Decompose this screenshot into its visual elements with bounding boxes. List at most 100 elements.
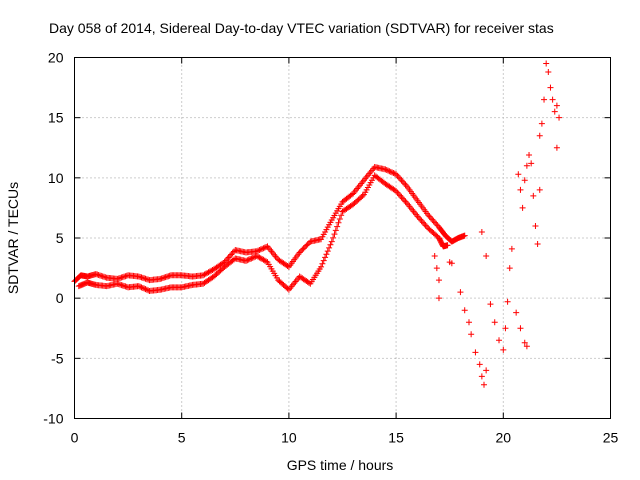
data-point bbox=[433, 221, 440, 228]
data-point bbox=[256, 247, 263, 254]
data-point bbox=[332, 227, 339, 234]
data-point bbox=[429, 216, 436, 223]
grid-lines bbox=[74, 57, 611, 419]
y-tick-label: 5 bbox=[56, 230, 64, 246]
data-point bbox=[483, 367, 490, 374]
data-point bbox=[263, 244, 270, 251]
data-point bbox=[300, 245, 307, 252]
data-point bbox=[260, 245, 267, 252]
data-point bbox=[521, 177, 528, 184]
data-point bbox=[230, 248, 237, 255]
data-point bbox=[483, 253, 490, 260]
data-point bbox=[296, 249, 303, 256]
data-point bbox=[461, 232, 468, 239]
data-point bbox=[532, 222, 539, 229]
axis-ticks bbox=[74, 57, 611, 419]
data-point bbox=[297, 248, 304, 255]
data-point bbox=[444, 242, 451, 249]
data-point bbox=[137, 283, 144, 290]
data-point bbox=[225, 254, 232, 261]
data-point bbox=[249, 254, 256, 261]
data-point bbox=[138, 284, 145, 291]
data-point bbox=[247, 256, 254, 263]
chart-title: Day 058 of 2014, Sidereal Day-to-day VTE… bbox=[49, 20, 554, 36]
data-point bbox=[248, 255, 255, 262]
data-point bbox=[401, 180, 408, 187]
data-point bbox=[328, 238, 335, 245]
data-point bbox=[422, 222, 429, 229]
data-point bbox=[320, 257, 327, 264]
data-point bbox=[547, 84, 554, 91]
data-point bbox=[135, 283, 142, 290]
data-point bbox=[395, 174, 402, 181]
data-point bbox=[389, 169, 396, 176]
data-point bbox=[430, 218, 437, 225]
data-point bbox=[468, 331, 475, 338]
data-point bbox=[243, 257, 250, 264]
x-axis-label: GPS time / hours bbox=[287, 457, 394, 473]
data-point bbox=[472, 349, 479, 356]
data-point bbox=[259, 245, 266, 252]
x-tick-label: 10 bbox=[281, 430, 297, 446]
data-point bbox=[334, 223, 341, 230]
data-point bbox=[465, 319, 472, 326]
data-point bbox=[528, 160, 535, 167]
data-point bbox=[301, 244, 308, 251]
data-point bbox=[500, 346, 507, 353]
data-point bbox=[496, 337, 503, 344]
data-point bbox=[299, 246, 306, 253]
data-point bbox=[387, 168, 394, 175]
data-point bbox=[322, 254, 329, 261]
data-point bbox=[491, 319, 498, 326]
data-point bbox=[435, 277, 442, 284]
data-point bbox=[419, 219, 426, 226]
data-point bbox=[402, 181, 409, 188]
data-point bbox=[523, 343, 530, 350]
data-point bbox=[457, 289, 464, 296]
data-point bbox=[142, 286, 149, 293]
data-point bbox=[228, 251, 235, 258]
data-point bbox=[534, 241, 541, 248]
data-point bbox=[306, 279, 312, 286]
data-point bbox=[331, 231, 338, 238]
data-point bbox=[418, 217, 425, 224]
x-tick-label: 0 bbox=[71, 430, 79, 446]
data-point bbox=[431, 219, 438, 226]
data-point bbox=[382, 166, 389, 173]
data-point bbox=[383, 167, 390, 174]
data-point bbox=[327, 241, 334, 248]
data-point bbox=[435, 295, 442, 302]
data-point bbox=[257, 246, 264, 253]
data-point bbox=[323, 251, 330, 258]
data-point bbox=[304, 241, 311, 248]
data-point bbox=[303, 242, 310, 249]
data-point bbox=[229, 250, 236, 257]
data-point bbox=[427, 215, 434, 222]
data-point bbox=[385, 167, 392, 174]
data-point bbox=[478, 373, 485, 380]
y-tick-label: -5 bbox=[51, 350, 64, 366]
data-point bbox=[526, 151, 533, 158]
data-point bbox=[401, 197, 408, 204]
tick-labels: 0 5 10 15 20 25 -10 -5 0 5 10 15 20 bbox=[43, 50, 618, 446]
data-point bbox=[530, 192, 537, 199]
data-point bbox=[543, 60, 550, 67]
data-point bbox=[521, 339, 528, 346]
y-tick-label: 20 bbox=[48, 50, 64, 66]
data-point bbox=[506, 265, 513, 272]
data-point bbox=[244, 257, 251, 264]
data-point bbox=[395, 191, 402, 198]
data-point bbox=[399, 195, 406, 202]
data-point bbox=[504, 298, 511, 305]
data-point bbox=[517, 325, 524, 332]
x-tick-label: 25 bbox=[603, 430, 619, 446]
data-point bbox=[336, 216, 343, 223]
data-point bbox=[523, 162, 530, 169]
data-point bbox=[517, 186, 524, 193]
data-points bbox=[71, 60, 563, 388]
data-point bbox=[397, 175, 404, 182]
data-point bbox=[226, 253, 233, 260]
data-point bbox=[402, 198, 409, 205]
data-point bbox=[515, 171, 522, 178]
